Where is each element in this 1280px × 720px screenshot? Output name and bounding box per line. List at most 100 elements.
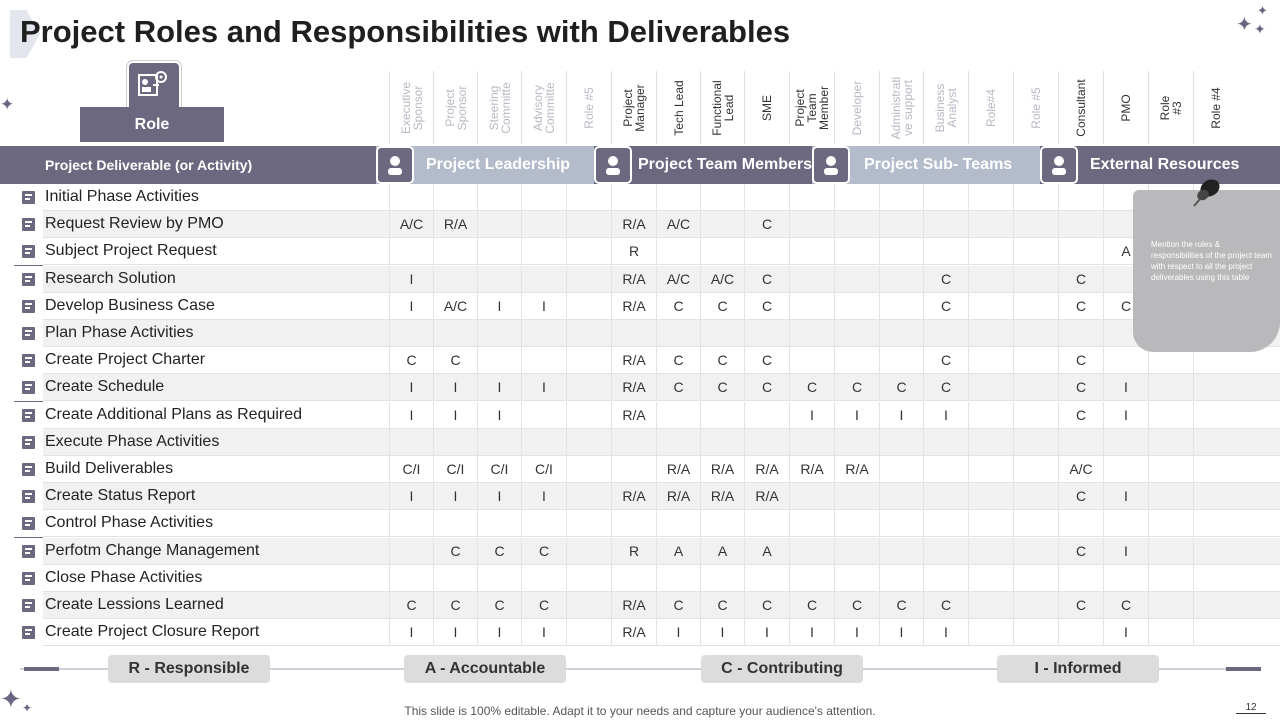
raci-cell [1013,211,1058,239]
raci-cell: C [879,374,923,402]
raci-cell [566,592,611,619]
raci-cell [834,320,879,347]
raci-cell [879,184,923,211]
raci-cell [656,238,700,266]
raci-cell: I [433,619,477,647]
raci-cell: A/C [656,265,700,293]
raci-cell [700,184,744,211]
raci-cell: C [923,265,968,293]
raci-cell [1148,428,1193,456]
schedule-icon [14,374,43,402]
raci-cell [521,564,566,592]
raci-cell [477,428,521,456]
table-row: Develop Business Case I A/C I I R/A C C C C C C [14,292,1280,320]
raci-cell [1058,320,1103,347]
raci-cell [611,510,656,538]
activity-label: Research Solution [45,269,176,287]
raci-cell: C [744,592,789,619]
activity-label: Plan Phase Activities [45,324,194,341]
raci-cell: C [744,265,789,293]
legend-contributing: C - Contributing [701,655,863,683]
raci-cell [744,238,789,266]
raci-cell [1058,184,1103,211]
activity-label: Initial Phase Activities [45,188,199,205]
raci-cell [700,320,744,347]
raci-cell: I [656,619,700,647]
raci-cell [968,265,1013,293]
raci-cell [968,184,1013,211]
table-row: Research Solution I R/A A/C A/C C C C [14,265,1280,293]
raci-cell: I [834,619,879,647]
raci-cell [477,265,521,293]
raci-cell [968,320,1013,347]
raci-cell: I [521,483,566,511]
raci-cell: I [389,483,433,511]
raci-cell: C [834,374,879,402]
raci-cell [521,211,566,239]
raci-cell [521,510,566,538]
raci-cell [1013,483,1058,511]
legend-dash-left [24,667,59,671]
raci-cell: A/C [433,292,477,320]
raci-cell [611,320,656,347]
activity-label: Control Phase Activities [45,514,214,532]
column-header: Consultant [1058,71,1103,144]
raci-cell [834,510,879,538]
raci-cell: A/C [1058,456,1103,483]
raci-cell [1148,401,1193,429]
raci-cell: I [433,374,477,402]
raci-cell: C [1058,374,1103,402]
raci-cell [879,347,923,375]
category-label: Project Team Members [638,156,812,173]
raci-cell [834,537,879,565]
column-header-label: Project Team Member [793,85,831,130]
raci-cell: R/A [611,265,656,293]
raci-cell [566,510,611,538]
raci-cell [433,564,477,592]
column-header: Tech Lead [656,71,700,144]
role-label: Role [80,107,224,142]
activity-label: Create Project Closure Report [45,623,260,641]
raci-cell [968,238,1013,266]
raci-cell [879,292,923,320]
raci-cell [389,564,433,592]
raci-cell [566,184,611,211]
growth-icon [14,428,43,456]
column-header-label: Advisory Committe [531,81,557,134]
raci-cell [1103,428,1148,456]
raci-cell: R/A [611,401,656,429]
raci-cell [923,428,968,456]
people-icon [14,456,43,483]
raci-cell: I [1103,619,1148,647]
raci-cell: C/I [521,456,566,483]
raci-cell: C [1058,347,1103,375]
column-header: Role #4 [1193,71,1238,144]
category-1: Project Team Members [594,146,812,184]
column-header: SME [744,71,789,144]
role-icon [127,61,181,113]
raci-cell [789,211,834,239]
column-header: Role #3 [1148,71,1193,144]
raci-cell [1058,238,1103,266]
team-icon [376,146,414,184]
raci-cell: R/A [834,456,879,483]
raci-cell [700,510,744,538]
group-icon [14,537,43,565]
raci-cell: C [433,592,477,619]
raci-cell [1193,347,1238,375]
raci-cell [1193,537,1238,565]
raci-cell [1148,592,1193,619]
raci-cell [611,428,656,456]
raci-cell: I [744,619,789,647]
column-header-label: Role #4 [1209,86,1223,129]
column-header: Role #5 [1013,71,1058,144]
table-row: Create Project Charter C C R/A C C C C C [14,347,1280,375]
sparkle-icon: ✦ [1257,3,1268,18]
raci-cell [566,320,611,347]
raci-cell: C [1058,483,1103,511]
activity-label: Subject Project Request [45,242,217,260]
raci-cell [1148,564,1193,592]
raci-cell [656,564,700,592]
raci-cell: C [923,374,968,402]
raci-cell: C [1058,265,1103,293]
